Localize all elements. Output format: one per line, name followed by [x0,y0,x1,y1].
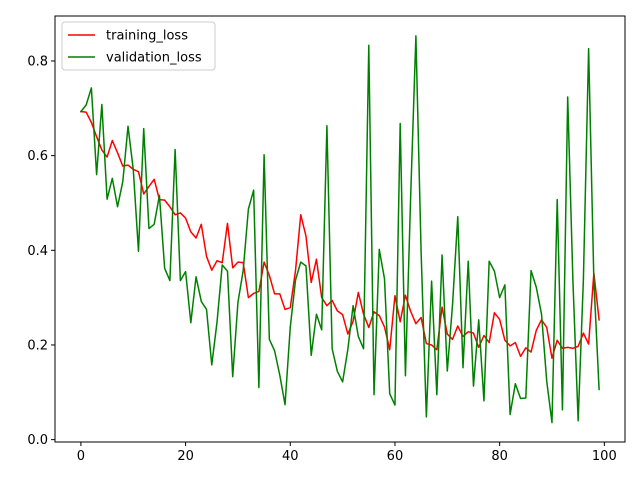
x-axis: 0 20 40 60 80 100 [77,442,617,464]
x-tick-label: 100 [592,449,617,464]
legend-label-validation-loss: validation_loss [106,51,202,66]
y-tick-label: 0.8 [27,54,48,69]
y-tick-label: 0.0 [27,433,48,448]
y-tick-label: 0.4 [27,244,48,259]
x-tick-label: 80 [491,449,508,464]
legend: training_loss validation_loss [61,21,216,71]
x-tick-label: 20 [177,449,194,464]
x-tick-label: 40 [282,449,299,464]
y-axis: 0.0 0.2 0.4 0.6 0.8 [27,54,55,448]
legend-box [61,21,216,71]
series-line-training-loss [80,110,600,359]
plot-area [79,35,600,424]
x-tick-label: 0 [77,449,85,464]
axes-frame [54,15,626,443]
legend-label-training-loss: training_loss [106,29,188,44]
y-tick-label: 0.2 [27,338,48,353]
y-tick-label: 0.6 [27,149,48,164]
series-line-validation-loss [79,35,600,424]
x-tick-label: 60 [387,449,404,464]
